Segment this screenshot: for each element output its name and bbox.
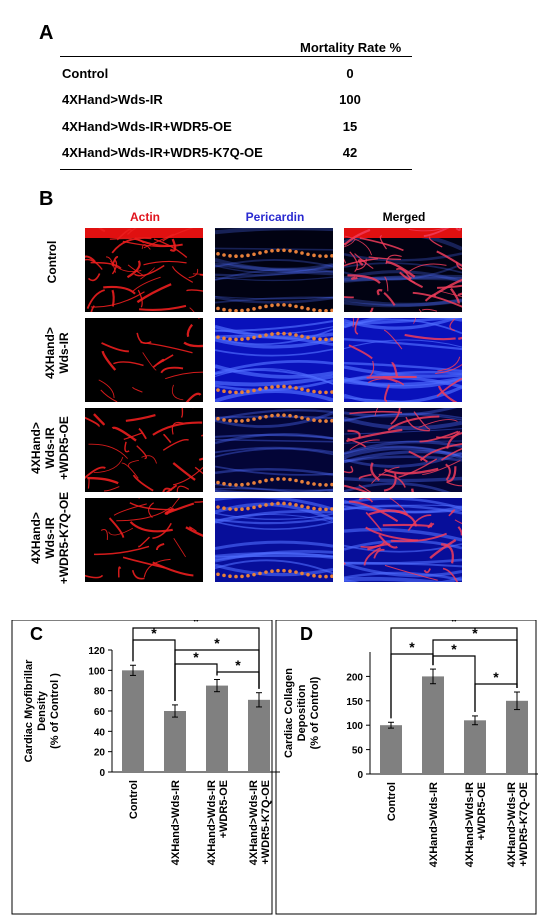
panel-b-letter: B: [39, 188, 54, 210]
row-label-line: 4XHand>: [29, 512, 43, 564]
x-tick-label: 4XHand>Wds-IR: [464, 782, 476, 867]
x-tick-label: Control: [386, 782, 398, 821]
micrograph-actin-row2: [85, 318, 203, 402]
column-header-pericardin: Pericardin: [245, 210, 305, 224]
y-axis-label: (% of Control): [309, 676, 321, 749]
significance-star: *: [193, 620, 199, 629]
row-label-wdr5-oe: 4XHand> Wds-IR +WDR5-OE: [29, 402, 71, 494]
y-tick-label: 100: [346, 721, 363, 732]
significance-bracket: [432, 639, 518, 689]
row-label-line: +WDR5-K7Q-OE: [57, 491, 71, 585]
row-label-line: +WDR5-OE: [57, 416, 71, 480]
panel-d-frame: [275, 620, 537, 915]
micrograph-pericardin-row1: [215, 228, 333, 312]
y-axis-label: Deposition: [296, 684, 308, 741]
micrograph-merged-row4: [344, 498, 462, 582]
micrograph-merged-row3: [344, 408, 462, 492]
bar: [122, 670, 144, 772]
y-tick-label: 20: [94, 748, 106, 759]
bar: [206, 685, 228, 772]
column-header-merged: Merged: [382, 210, 426, 224]
micrograph-pericardin-row4: [215, 498, 333, 582]
significance-star: *: [451, 620, 457, 629]
significance-star: *: [214, 635, 220, 651]
panel-c-frame: [11, 620, 273, 915]
y-tick-label: 40: [94, 727, 106, 738]
bar: [422, 676, 444, 774]
table-row-value: 100: [339, 92, 361, 107]
micrograph-pericardin-row2: [215, 318, 333, 402]
micrograph-actin-row4: [85, 498, 203, 582]
bar: [380, 725, 402, 774]
y-axis-label: (% of Control ): [49, 673, 61, 749]
table-row-label: 4XHand>Wds-IR+WDR5-OE: [62, 119, 232, 134]
x-tick-label: Control: [128, 780, 140, 819]
significance-star: *: [451, 641, 457, 657]
y-tick-label: 100: [88, 666, 105, 677]
table-row-value: 15: [342, 119, 358, 134]
significance-bracket: [474, 683, 518, 712]
micrograph-pericardin-row3: [215, 408, 333, 492]
y-tick-label: 50: [352, 746, 364, 757]
panel-c-letter: C: [30, 624, 43, 644]
x-tick-label: 4XHand>Wds-IR: [428, 782, 440, 867]
bar: [506, 700, 528, 774]
mortality-header: Mortality Rate %: [300, 40, 402, 55]
micrograph-merged-row1: [344, 228, 462, 312]
table-row-label: 4XHand>Wds-IR: [62, 92, 163, 107]
row-label-wdr5-k7q-oe: 4XHand> Wds-IR +WDR5-K7Q-OE: [29, 484, 71, 592]
y-tick-label: 60: [94, 707, 106, 718]
charts-svg: C 0 20 40 60 80 100 120 Cardiac Myofibrillar Dens…: [11, 620, 538, 915]
row-label-line: 4XHand>: [43, 327, 57, 379]
x-tick-label: +WDR5-OE: [476, 782, 488, 840]
x-tick-label: 4XHand>Wds-IR: [506, 782, 518, 867]
y-tick-label: 80: [94, 687, 106, 698]
column-header-actin: Actin: [130, 210, 160, 224]
row-label-line: Control: [45, 240, 59, 284]
y-tick-label: 200: [346, 672, 363, 683]
table-row-label: 4XHand>Wds-IR+WDR5-K7Q-OE: [62, 145, 263, 160]
row-label-line: Wds-IR: [43, 517, 57, 559]
table-top-rule: [60, 56, 412, 57]
bar: [164, 711, 186, 772]
y-axis-label: Cardiac Myofibrillar: [23, 659, 35, 762]
x-tick-label: 4XHand>Wds-IR: [248, 780, 260, 865]
y-axis-label: Cardiac Collagen: [283, 668, 295, 758]
table-row-value: 0: [346, 66, 354, 81]
significance-bracket: [174, 649, 260, 701]
micrograph-actin-row1: [85, 228, 203, 312]
bar: [464, 720, 486, 774]
table-row-label: Control: [62, 66, 109, 81]
x-tick-label: +WDR5-K7Q-OE: [518, 782, 530, 867]
row-label-line: 4XHand>: [29, 422, 43, 474]
row-label-line: Wds-IR: [57, 332, 71, 374]
row-label-control: Control: [45, 232, 59, 292]
significance-star: *: [493, 669, 499, 685]
x-tick-label: +WDR5-OE: [218, 780, 230, 838]
y-tick-label: 0: [357, 770, 363, 781]
x-tick-label: 4XHand>Wds-IR: [170, 780, 182, 865]
y-tick-label: 120: [88, 646, 105, 657]
significance-star: *: [409, 639, 415, 655]
row-label-line: Wds-IR: [43, 427, 57, 469]
significance-bracket: [216, 671, 260, 689]
significance-star: *: [235, 657, 241, 673]
panel-a-letter: A: [39, 22, 54, 44]
y-tick-label: 0: [99, 768, 105, 779]
y-tick-label: 150: [346, 697, 363, 708]
x-tick-label: +WDR5-K7Q-OE: [260, 780, 272, 865]
y-axis-label: Density: [36, 690, 48, 731]
bar: [248, 699, 270, 772]
table-bottom-rule: [60, 169, 412, 170]
significance-star: *: [193, 649, 199, 665]
significance-star: *: [472, 625, 478, 641]
scale-bar: [426, 586, 452, 589]
x-tick-label: 4XHand>Wds-IR: [206, 780, 218, 865]
panel-d-letter: D: [300, 624, 313, 644]
row-label-wds-ir: 4XHand> Wds-IR: [43, 313, 71, 393]
significance-star: *: [151, 625, 157, 641]
micrograph-merged-row2: [344, 318, 462, 402]
micrograph-actin-row3: [85, 408, 203, 492]
table-row-value: 42: [342, 145, 358, 160]
